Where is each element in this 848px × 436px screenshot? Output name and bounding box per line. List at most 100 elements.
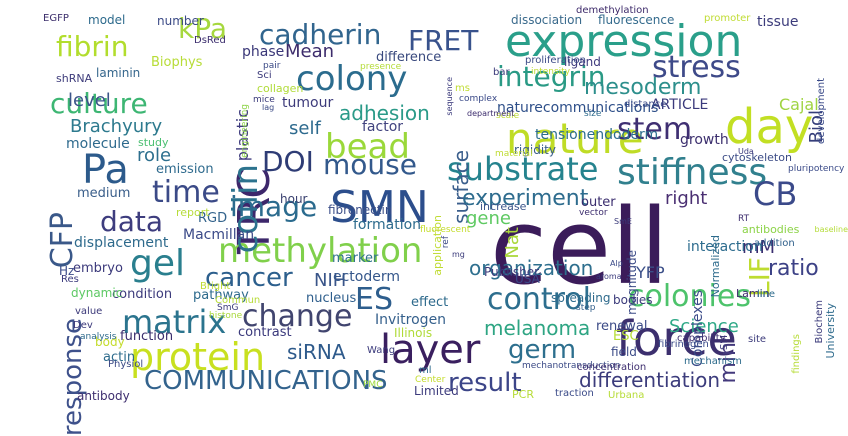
word-increase: increase: [480, 200, 527, 213]
word-wang: Wang: [367, 345, 396, 356]
word-adhesion: adhesion: [339, 101, 430, 125]
word-sci: Sci: [257, 70, 272, 81]
word-commun: Commun: [215, 295, 261, 306]
word-embryo: embryo: [73, 261, 123, 276]
word-lamin: Lamin: [736, 287, 770, 300]
word-model: model: [88, 13, 126, 27]
word-es: ES: [355, 282, 393, 317]
word-tissue: tissue: [757, 14, 799, 30]
word-organization: organization: [469, 256, 594, 280]
word-stiffness: stiffness: [617, 152, 768, 193]
word-science: Science: [669, 316, 739, 337]
word-nature: nature: [506, 114, 644, 163]
word-laminin: laminin: [96, 66, 141, 80]
word-pair: pair: [263, 61, 281, 71]
word-cb: CB: [753, 175, 798, 213]
word-nucleus: nucleus: [306, 291, 357, 306]
word-methylation: methylation: [218, 231, 423, 271]
word-data: data: [100, 205, 164, 238]
word-body: body: [95, 335, 125, 349]
word-mice: mice: [253, 95, 275, 105]
word-protein: protein: [130, 335, 266, 379]
word-mg: mg: [452, 250, 465, 259]
word-lag: lag: [262, 103, 275, 112]
word-interaction: interaction: [687, 239, 763, 255]
word-cancer: cancer: [205, 263, 293, 293]
word-hour: hour: [280, 192, 308, 206]
word-value: value: [75, 306, 103, 317]
word-dissociation: dissociation: [511, 13, 583, 27]
word-renewal: renewal: [596, 319, 648, 334]
word-marker: marker: [332, 251, 379, 266]
word-function: function: [120, 329, 174, 344]
word-size: size: [584, 109, 602, 119]
word-pa: Pa: [82, 147, 129, 193]
word-rt: RT: [738, 214, 750, 224]
word-smn: SMN: [330, 182, 429, 233]
word-germ: germ: [508, 335, 577, 365]
word-actin: actin: [103, 350, 136, 365]
word-emission: emission: [156, 162, 214, 177]
word-outer: outer: [581, 195, 616, 210]
word-pmc: PMC: [363, 380, 383, 390]
word-university: University: [824, 303, 837, 359]
word-cajal: Cajal: [779, 95, 819, 114]
word-limited: Limited: [414, 384, 459, 398]
word-mean: Mean: [285, 41, 335, 62]
word-displacement: displacement: [74, 235, 169, 251]
word-self: self: [289, 118, 321, 139]
word-promoter: promoter: [704, 13, 751, 24]
word-phase: phase: [242, 44, 285, 60]
word-findings: findings: [791, 334, 802, 374]
word-bar: bar: [493, 67, 510, 78]
word-communications: COMMUNICATIONS: [144, 366, 388, 396]
word-bodies: bodies: [613, 293, 653, 307]
word-baseline: baseline: [814, 225, 848, 234]
word-expression: expression: [505, 16, 743, 67]
word-fibronectin: fibronectin: [328, 203, 393, 217]
word-result: result: [448, 368, 522, 398]
word-publisher: Publisher: [484, 265, 540, 279]
word-illinois: Illinois: [394, 326, 433, 340]
word-study: study: [138, 136, 169, 149]
word-tumour: tumour: [282, 95, 334, 111]
word-medium: medium: [77, 186, 131, 201]
word-sme: SmE: [614, 217, 632, 226]
word-level: level: [68, 90, 111, 111]
word-molecule: molecule: [66, 136, 130, 152]
word-number: number: [157, 14, 204, 28]
word-factor: factor: [362, 119, 404, 135]
word-bead: bead: [325, 127, 410, 167]
word-urbana: Urbana: [608, 390, 645, 401]
word-gel: gel: [130, 243, 186, 284]
word-nat: Nat: [502, 227, 523, 259]
word-mesoderm: mesoderm: [584, 75, 702, 100]
word-dynamic: dynamic: [71, 286, 123, 300]
word-cell: cell: [490, 186, 669, 308]
word-alp: Alp: [610, 259, 623, 268]
word-field: field: [611, 345, 637, 359]
word-brachyury: Brachyury: [70, 116, 163, 137]
word-mechanotransduction: mechanotransduction: [522, 361, 621, 371]
word-addition: addition: [754, 238, 795, 249]
word-matrix: matrix: [122, 303, 227, 341]
word-res: Res: [61, 274, 79, 285]
word-scale: scale: [496, 111, 520, 121]
word-spreading: spreading: [551, 291, 611, 305]
word-article: ARTICLE: [651, 97, 709, 113]
word-ref: ref: [441, 236, 451, 249]
word-sirna: siRNA: [287, 340, 346, 364]
word-cadherin: cadherin: [259, 18, 382, 51]
word-condition: condition: [112, 287, 173, 302]
word-fluorescent: fluorescent: [420, 225, 471, 235]
word-difference: difference: [376, 50, 442, 65]
word-proliferation: proliferation: [525, 55, 586, 66]
word-fluorescence: fluorescence: [598, 13, 675, 27]
word-mouse: mouse: [323, 148, 417, 181]
word-complex: complex: [459, 94, 498, 104]
word-kpa: kPa: [178, 12, 227, 45]
word-engineering: engineering: [240, 104, 250, 158]
word-fret: FRET: [408, 24, 479, 57]
word-rgd: RGD: [198, 211, 228, 226]
word-analysis: analysis: [80, 332, 117, 342]
